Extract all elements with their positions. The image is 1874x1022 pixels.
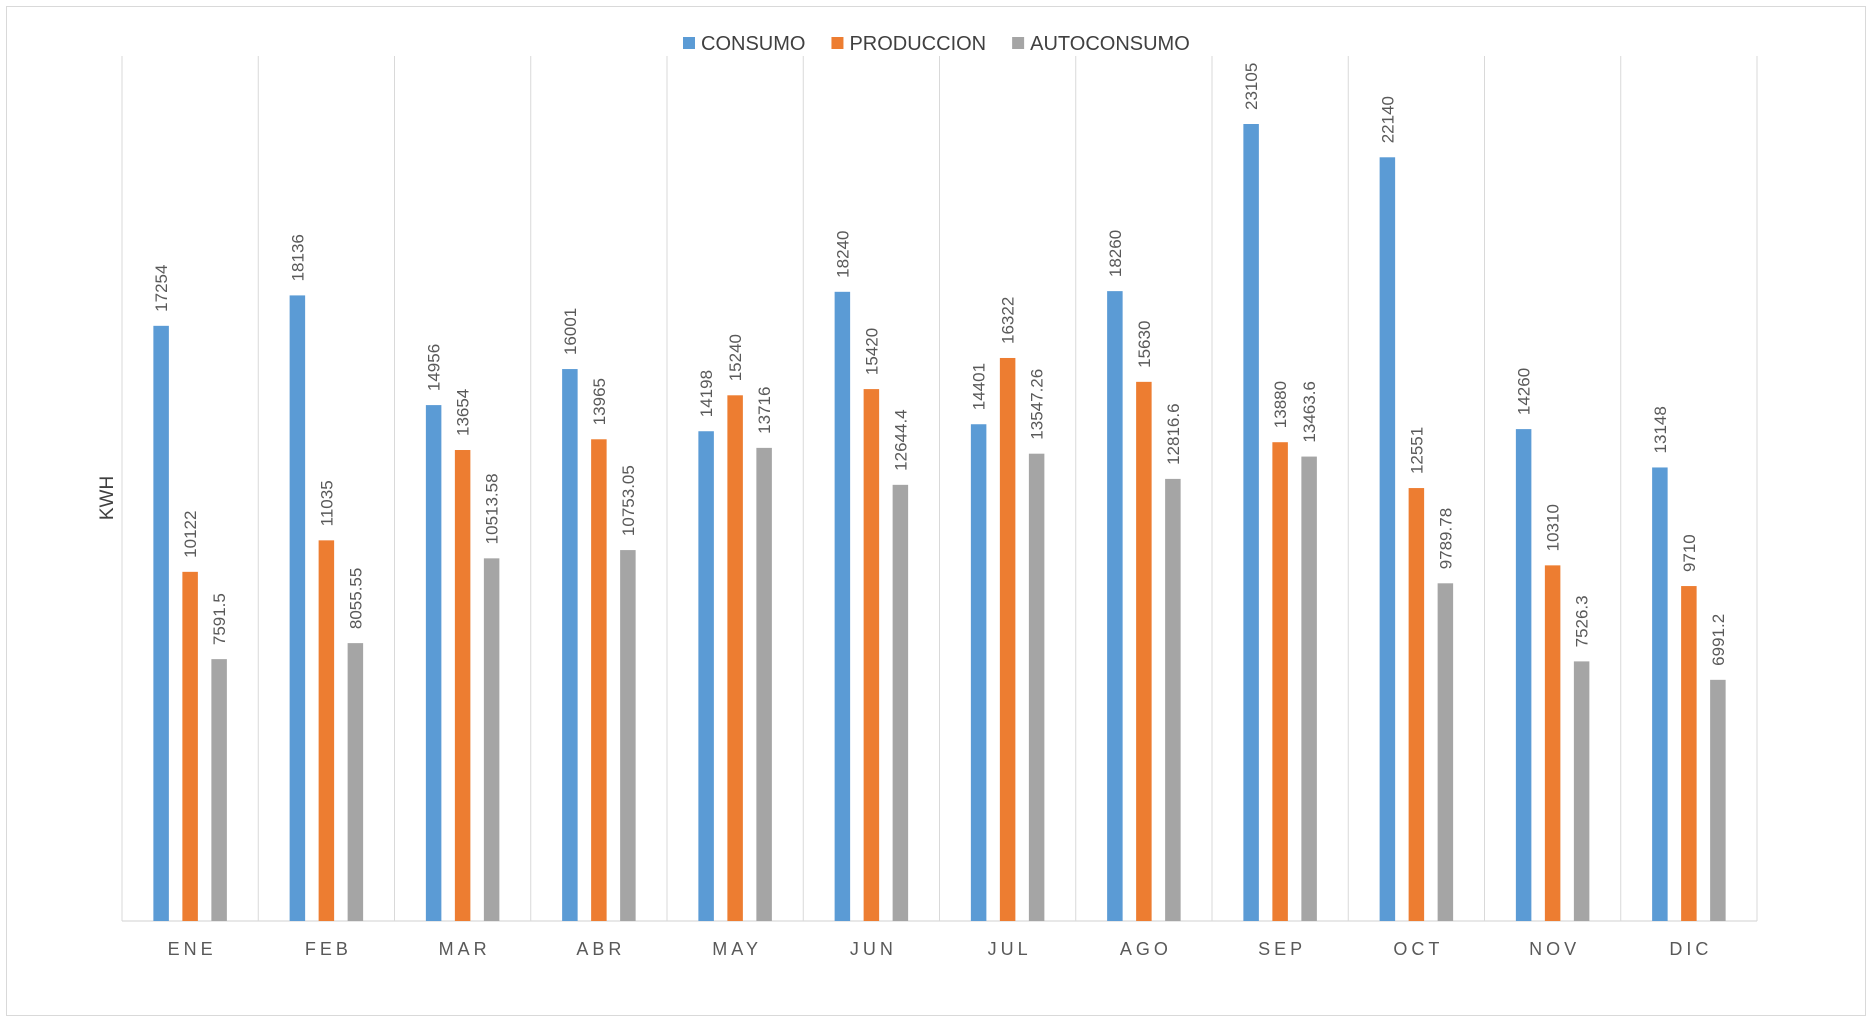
bar-produccion-nov (1544, 565, 1561, 921)
data-label: 13965 (590, 378, 609, 425)
data-label: 14260 (1515, 368, 1534, 415)
x-tick-label: NOV (1529, 939, 1580, 959)
x-tick-label: DIC (1669, 939, 1712, 959)
x-tick-label: OCT (1393, 939, 1443, 959)
data-label: 14198 (697, 370, 716, 417)
grid-lines (121, 56, 1758, 922)
bar-autoconsumo-nov (1573, 661, 1590, 921)
data-label: 10513.58 (483, 473, 502, 544)
data-label: 17254 (152, 265, 171, 312)
bar-produccion-jun (863, 389, 880, 921)
x-tick-label: AGO (1120, 939, 1172, 959)
bar-produccion-ene (182, 571, 198, 921)
bar-consumo-jul (970, 424, 987, 921)
bar-autoconsumo-ene (211, 659, 227, 921)
bar-consumo-nov (1515, 429, 1532, 921)
data-label: 18136 (288, 234, 307, 281)
legend-label-produccion: PRODUCCION (849, 33, 986, 55)
bar-consumo-ago (1107, 291, 1123, 921)
data-label: 18240 (833, 231, 852, 278)
data-label: 12551 (1407, 427, 1426, 474)
x-tick-label: ABR (576, 939, 625, 959)
data-label: 10310 (1544, 504, 1563, 551)
data-label: 10122 (181, 511, 200, 558)
bar-autoconsumo-mar (483, 558, 500, 921)
data-label: 23105 (1242, 63, 1261, 110)
bar-consumo-feb (289, 295, 306, 921)
legend-swatch-consumo (683, 37, 695, 49)
data-label: 16322 (999, 297, 1018, 344)
bar-autoconsumo-oct (1437, 583, 1454, 921)
data-label: 7526.3 (1573, 595, 1592, 647)
data-label: 9710 (1680, 534, 1699, 572)
data-label: 15240 (726, 334, 745, 381)
data-label: 14956 (425, 344, 444, 391)
bar-consumo-abr (562, 369, 578, 922)
bar-consumo-dic (1652, 467, 1668, 921)
data-label: 7591.5 (210, 593, 229, 645)
bar-autoconsumo-feb (347, 643, 364, 921)
data-label: 13654 (454, 389, 473, 436)
legend: CONSUMO PRODUCCION AUTOCONSUMO (683, 33, 1190, 55)
bar-autoconsumo-ago (1165, 478, 1181, 921)
data-label: 22140 (1378, 96, 1397, 143)
legend-swatch-produccion (831, 37, 844, 49)
data-label: 11035 (317, 480, 336, 526)
data-label: 13716 (755, 387, 774, 434)
bar-consumo-sep (1243, 124, 1259, 921)
bar-produccion-oct (1408, 488, 1425, 921)
bar-consumo-mar (425, 405, 442, 921)
bar-consumo-may (698, 431, 714, 921)
bar-autoconsumo-sep (1301, 456, 1317, 921)
data-label: 9789.78 (1436, 508, 1455, 569)
data-labels: 17254 10122 7591.5 18136 11035 8055.55 14956 13… (152, 63, 1728, 666)
data-label: 10753.05 (619, 465, 638, 536)
bar-autoconsumo-dic (1710, 679, 1726, 921)
legend-swatch-autoconsumo (1012, 37, 1025, 49)
x-tick-label: JUN (850, 939, 897, 959)
bar-consumo-jun (834, 291, 851, 921)
bars (153, 124, 1726, 922)
data-label: 15630 (1135, 321, 1154, 368)
bar-autoconsumo-abr (620, 550, 636, 921)
y-axis-title: KWH (97, 476, 118, 520)
bar-produccion-may (727, 395, 743, 922)
data-label: 14401 (970, 363, 989, 410)
bar-produccion-jul (999, 357, 1016, 921)
bar-autoconsumo-may (756, 447, 772, 921)
data-label: 6991.2 (1709, 614, 1728, 666)
data-label: 13463.6 (1300, 381, 1319, 442)
bar-produccion-abr (591, 439, 607, 921)
data-label: 13880 (1271, 381, 1290, 428)
data-label: 15420 (862, 328, 881, 375)
data-label: 16001 (561, 308, 580, 355)
data-label: 18260 (1106, 230, 1125, 277)
x-tick-label: SEP (1258, 939, 1306, 959)
bar-produccion-ago (1136, 381, 1152, 921)
x-tick-label: MAR (439, 939, 491, 959)
legend-label-consumo: CONSUMO (701, 33, 805, 55)
x-tick-label: ENE (168, 939, 217, 959)
x-tick-label: FEB (305, 939, 352, 959)
bar-autoconsumo-jun (892, 484, 909, 921)
bar-produccion-mar (454, 450, 471, 921)
bar-produccion-dic (1681, 586, 1697, 921)
bar-consumo-oct (1379, 157, 1396, 922)
bar-produccion-feb (318, 540, 335, 921)
data-label: 8055.55 (346, 568, 365, 629)
data-label: 13148 (1651, 406, 1670, 453)
data-label: 12644.4 (891, 409, 910, 470)
x-tick-label: MAY (712, 939, 762, 959)
x-axis-ticks: ENE FEB MAR ABR MAY JUN JUL AGO SEP OCT NOV DIC (168, 939, 1712, 959)
bar-produccion-sep (1272, 442, 1288, 921)
bar-autoconsumo-jul (1028, 453, 1045, 921)
data-label: 12816.6 (1164, 403, 1183, 464)
legend-label-autoconsumo: AUTOCONSUMO (1030, 33, 1190, 55)
data-label: 13547.26 (1028, 369, 1047, 440)
bar-consumo-ene (153, 325, 169, 921)
x-tick-label: JUL (988, 939, 1032, 959)
